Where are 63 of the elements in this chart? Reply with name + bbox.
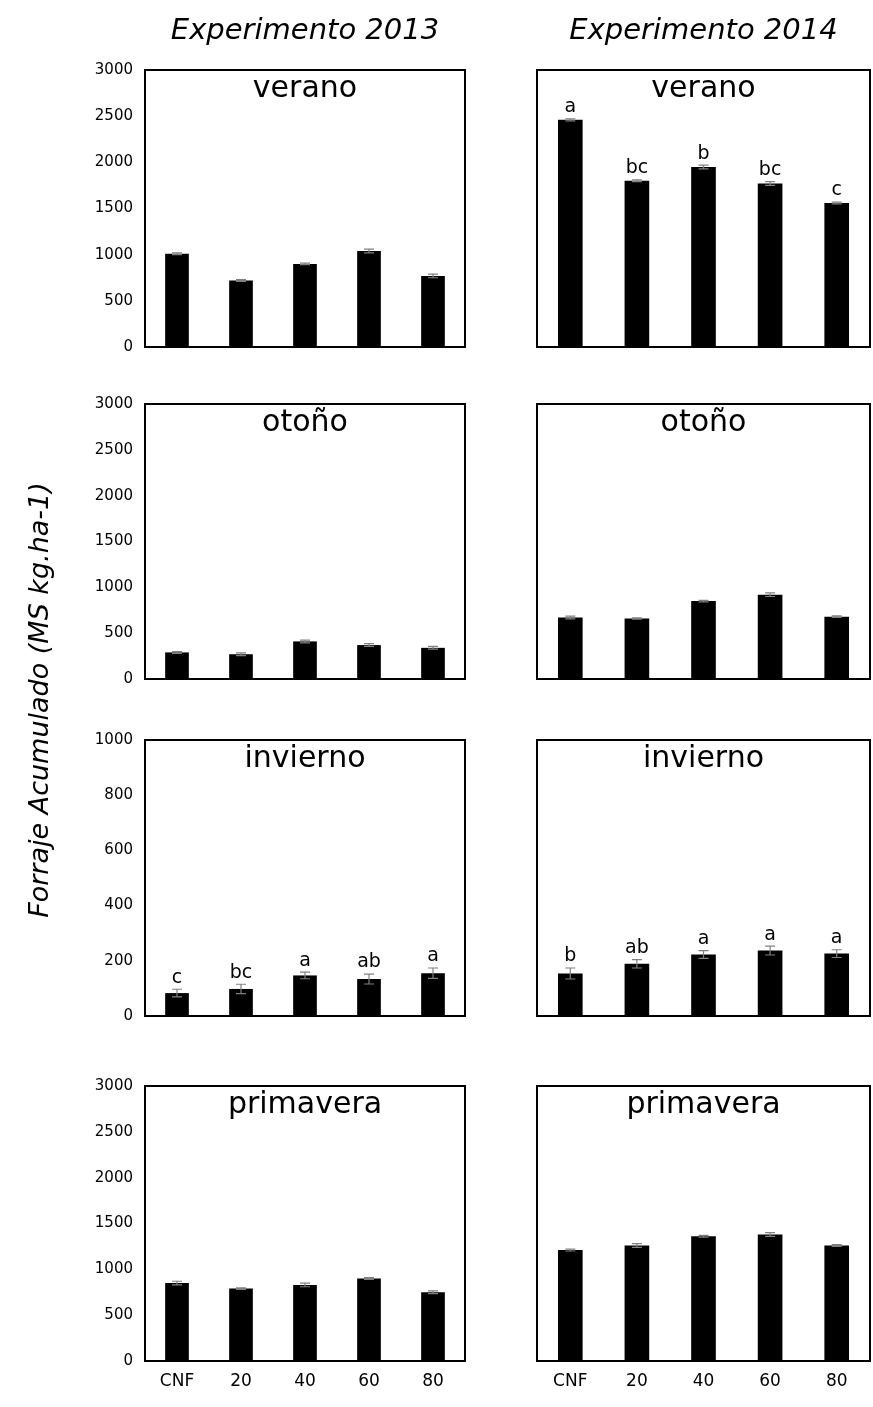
data-label: ab [357,949,381,972]
x-tick-label: 80 [422,1369,444,1390]
data-label: a [564,94,577,117]
x-tick-label: 60 [358,1369,380,1390]
y-tick-label: 0 [123,336,133,355]
y-tick-label: 2000 [94,485,133,504]
chart-title: otoño [262,402,348,438]
data-label: c [171,964,183,987]
y-tick-label: 1000 [94,577,133,596]
x-tick-label: CNF [159,1369,195,1390]
data-label: b [697,140,710,163]
y-tick-label: 3000 [94,393,133,412]
x-tick-label: 40 [294,1369,316,1390]
y-tick-label: 2500 [94,106,133,125]
data-label: bc [625,155,649,178]
x-tick-label: 20 [230,1369,252,1390]
y-tick-label: 3000 [94,1075,133,1094]
chart-title: primavera [227,1084,383,1120]
chart-title: otoño [660,402,747,438]
y-tick-label: 0 [123,668,133,687]
y-tick-label: 600 [104,840,133,859]
x-tick-label: 40 [692,1369,715,1390]
y-tick-label: 2000 [94,152,133,171]
data-label: bc [229,959,253,982]
y-tick-label: 1000 [94,1259,133,1278]
data-label: a [427,943,439,966]
y-tick-label: 500 [104,290,133,309]
chart-title: Experimento 2013 [169,12,441,46]
y-tick-label: 400 [104,895,133,914]
y-tick-label: 1000 [94,729,133,748]
y-tick-label: 3000 [94,59,133,78]
y-tick-label: 200 [104,950,133,969]
data-label: a [299,947,311,970]
data-label: c [831,177,842,200]
chart-title: primavera [626,1084,781,1120]
data-label: b [564,943,577,966]
y-axis-title: Forraje Acumulado (MS kg.ha-1) [22,482,54,918]
y-tick-label: 1500 [94,198,133,217]
y-tick-label: 2500 [94,1121,133,1140]
x-tick-label: 60 [759,1369,781,1390]
x-tick-label: 80 [825,1369,848,1390]
x-tick-label: CNF [553,1369,588,1390]
chart-subtitle: verano [651,68,756,104]
y-tick-label: 800 [104,785,133,804]
y-tick-label: 2000 [94,1167,133,1186]
data-label: ab [625,935,649,958]
y-tick-label: 500 [104,623,133,642]
chart-title: invierno [244,738,366,774]
chart-subtitle: verano [252,68,358,104]
y-tick-label: 1000 [94,244,133,263]
y-tick-label: 2500 [94,439,133,458]
y-tick-label: 500 [104,1305,133,1324]
data-label: a [764,921,776,944]
y-tick-label: 0 [123,1005,133,1024]
data-label: bc [758,157,782,180]
chart-title: invierno [642,738,765,774]
data-label: a [830,925,843,948]
x-tick-label: 20 [626,1369,648,1390]
y-tick-label: 0 [123,1350,133,1369]
y-tick-label: 1500 [94,531,133,550]
data-label: a [697,926,710,949]
chart-title: Experimento 2014 [568,12,839,46]
y-tick-label: 1500 [94,1213,133,1232]
